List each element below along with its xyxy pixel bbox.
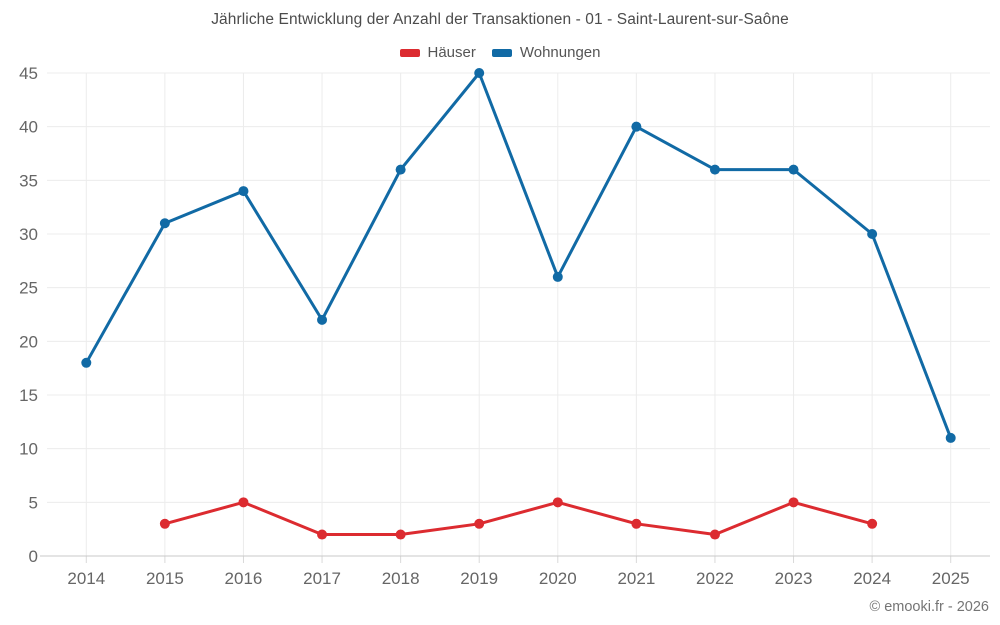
y-tick-label: 15 [19,386,38,405]
data-point-wohnungen-2025[interactable] [945,432,956,443]
x-tick-label: 2021 [617,569,655,588]
data-point-häuser-2024[interactable] [867,518,878,529]
series-line-häuser [163,500,874,537]
data-point-wohnungen-2014[interactable] [81,357,92,368]
legend-item-haeuser[interactable]: Häuser [399,44,476,61]
legend-item-wohnungen[interactable]: Wohnungen [491,44,601,61]
x-tick-label: 2022 [696,569,734,588]
data-point-häuser-2022[interactable] [709,529,720,540]
y-tick-label: 45 [19,64,38,83]
x-tick-label: 2018 [382,569,420,588]
data-point-häuser-2018[interactable] [395,529,406,540]
x-tick-label: 2025 [932,569,970,588]
data-point-wohnungen-2022[interactable] [709,164,720,175]
y-tick-label: 40 [19,118,38,137]
data-point-häuser-2021[interactable] [631,518,642,529]
data-point-wohnungen-2018[interactable] [395,164,406,175]
data-point-häuser-2017[interactable] [317,529,328,540]
y-tick-label: 25 [19,279,38,298]
x-tick-label: 2016 [225,569,263,588]
legend-label: Wohnungen [519,44,601,61]
y-tick-label: 20 [19,332,38,351]
legend-swatch-wohnungen-icon [491,48,512,57]
legend-label: Häuser [427,44,476,61]
x-tick-label: 2019 [460,569,498,588]
data-point-wohnungen-2019[interactable] [474,68,485,78]
data-point-wohnungen-2024[interactable] [867,229,878,239]
data-point-häuser-2019[interactable] [474,518,485,529]
data-point-wohnungen-2017[interactable] [317,314,328,325]
x-tick-label: 2024 [853,569,891,588]
data-point-wohnungen-2021[interactable] [631,121,642,132]
x-tick-label: 2017 [303,569,341,588]
y-tick-label: 10 [19,440,38,459]
data-point-häuser-2015[interactable] [159,518,170,529]
watermark: © emooki.fr - 2026 [869,599,989,615]
data-point-häuser-2020[interactable] [552,497,563,508]
data-point-wohnungen-2023[interactable] [788,164,799,175]
x-tick-label: 2023 [775,569,813,588]
x-tick-label: 2020 [539,569,577,588]
legend: Häuser Wohnungen [0,44,1000,61]
data-point-wohnungen-2016[interactable] [238,186,249,197]
data-point-häuser-2016[interactable] [238,497,249,508]
y-tick-label: 35 [19,171,38,190]
data-point-wohnungen-2015[interactable] [159,218,170,229]
series-line-wohnungen [84,71,953,440]
legend-swatch-haeuser-icon [399,48,420,57]
x-tick-label: 2015 [146,569,184,588]
y-tick-label: 5 [29,493,38,512]
data-point-häuser-2023[interactable] [788,497,799,508]
data-point-wohnungen-2020[interactable] [552,271,563,282]
chart-title: Jährliche Entwicklung der Anzahl der Tra… [211,11,789,28]
x-tick-label: 2014 [67,569,105,588]
y-tick-label: 0 [29,547,38,566]
y-tick-label: 30 [19,225,38,244]
